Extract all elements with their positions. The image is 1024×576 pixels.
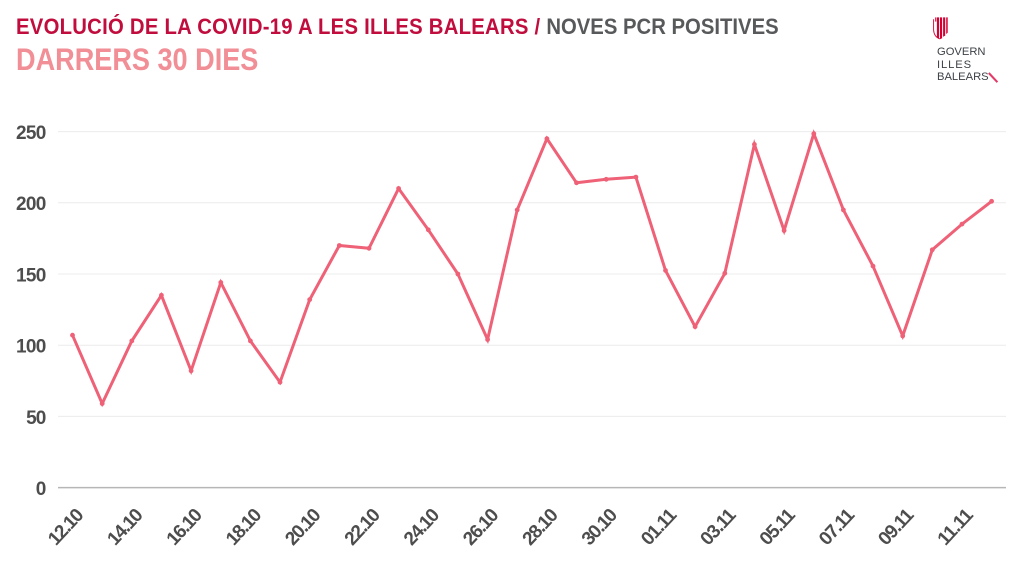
svg-text:01.11: 01.11 — [637, 504, 681, 549]
svg-text:0: 0 — [36, 479, 47, 500]
svg-text:16.10: 16.10 — [163, 505, 207, 550]
svg-text:30.10: 30.10 — [578, 505, 622, 550]
svg-text:250: 250 — [16, 123, 46, 144]
svg-text:14.10: 14.10 — [104, 505, 148, 550]
svg-text:03.11: 03.11 — [697, 504, 741, 549]
svg-text:09.11: 09.11 — [874, 504, 918, 549]
svg-text:28.10: 28.10 — [519, 505, 563, 550]
svg-text:200: 200 — [16, 194, 46, 215]
svg-text:12.10: 12.10 — [44, 505, 88, 550]
svg-text:11.11: 11.11 — [934, 504, 978, 549]
svg-text:20.10: 20.10 — [281, 505, 325, 550]
svg-text:150: 150 — [16, 265, 46, 286]
svg-text:22.10: 22.10 — [341, 505, 385, 550]
svg-text:18.10: 18.10 — [222, 505, 266, 550]
svg-text:50: 50 — [26, 408, 46, 429]
svg-text:100: 100 — [16, 337, 46, 358]
svg-text:07.11: 07.11 — [815, 504, 859, 549]
svg-text:26.10: 26.10 — [459, 505, 503, 550]
svg-text:24.10: 24.10 — [400, 505, 444, 550]
svg-text:05.11: 05.11 — [756, 504, 800, 549]
